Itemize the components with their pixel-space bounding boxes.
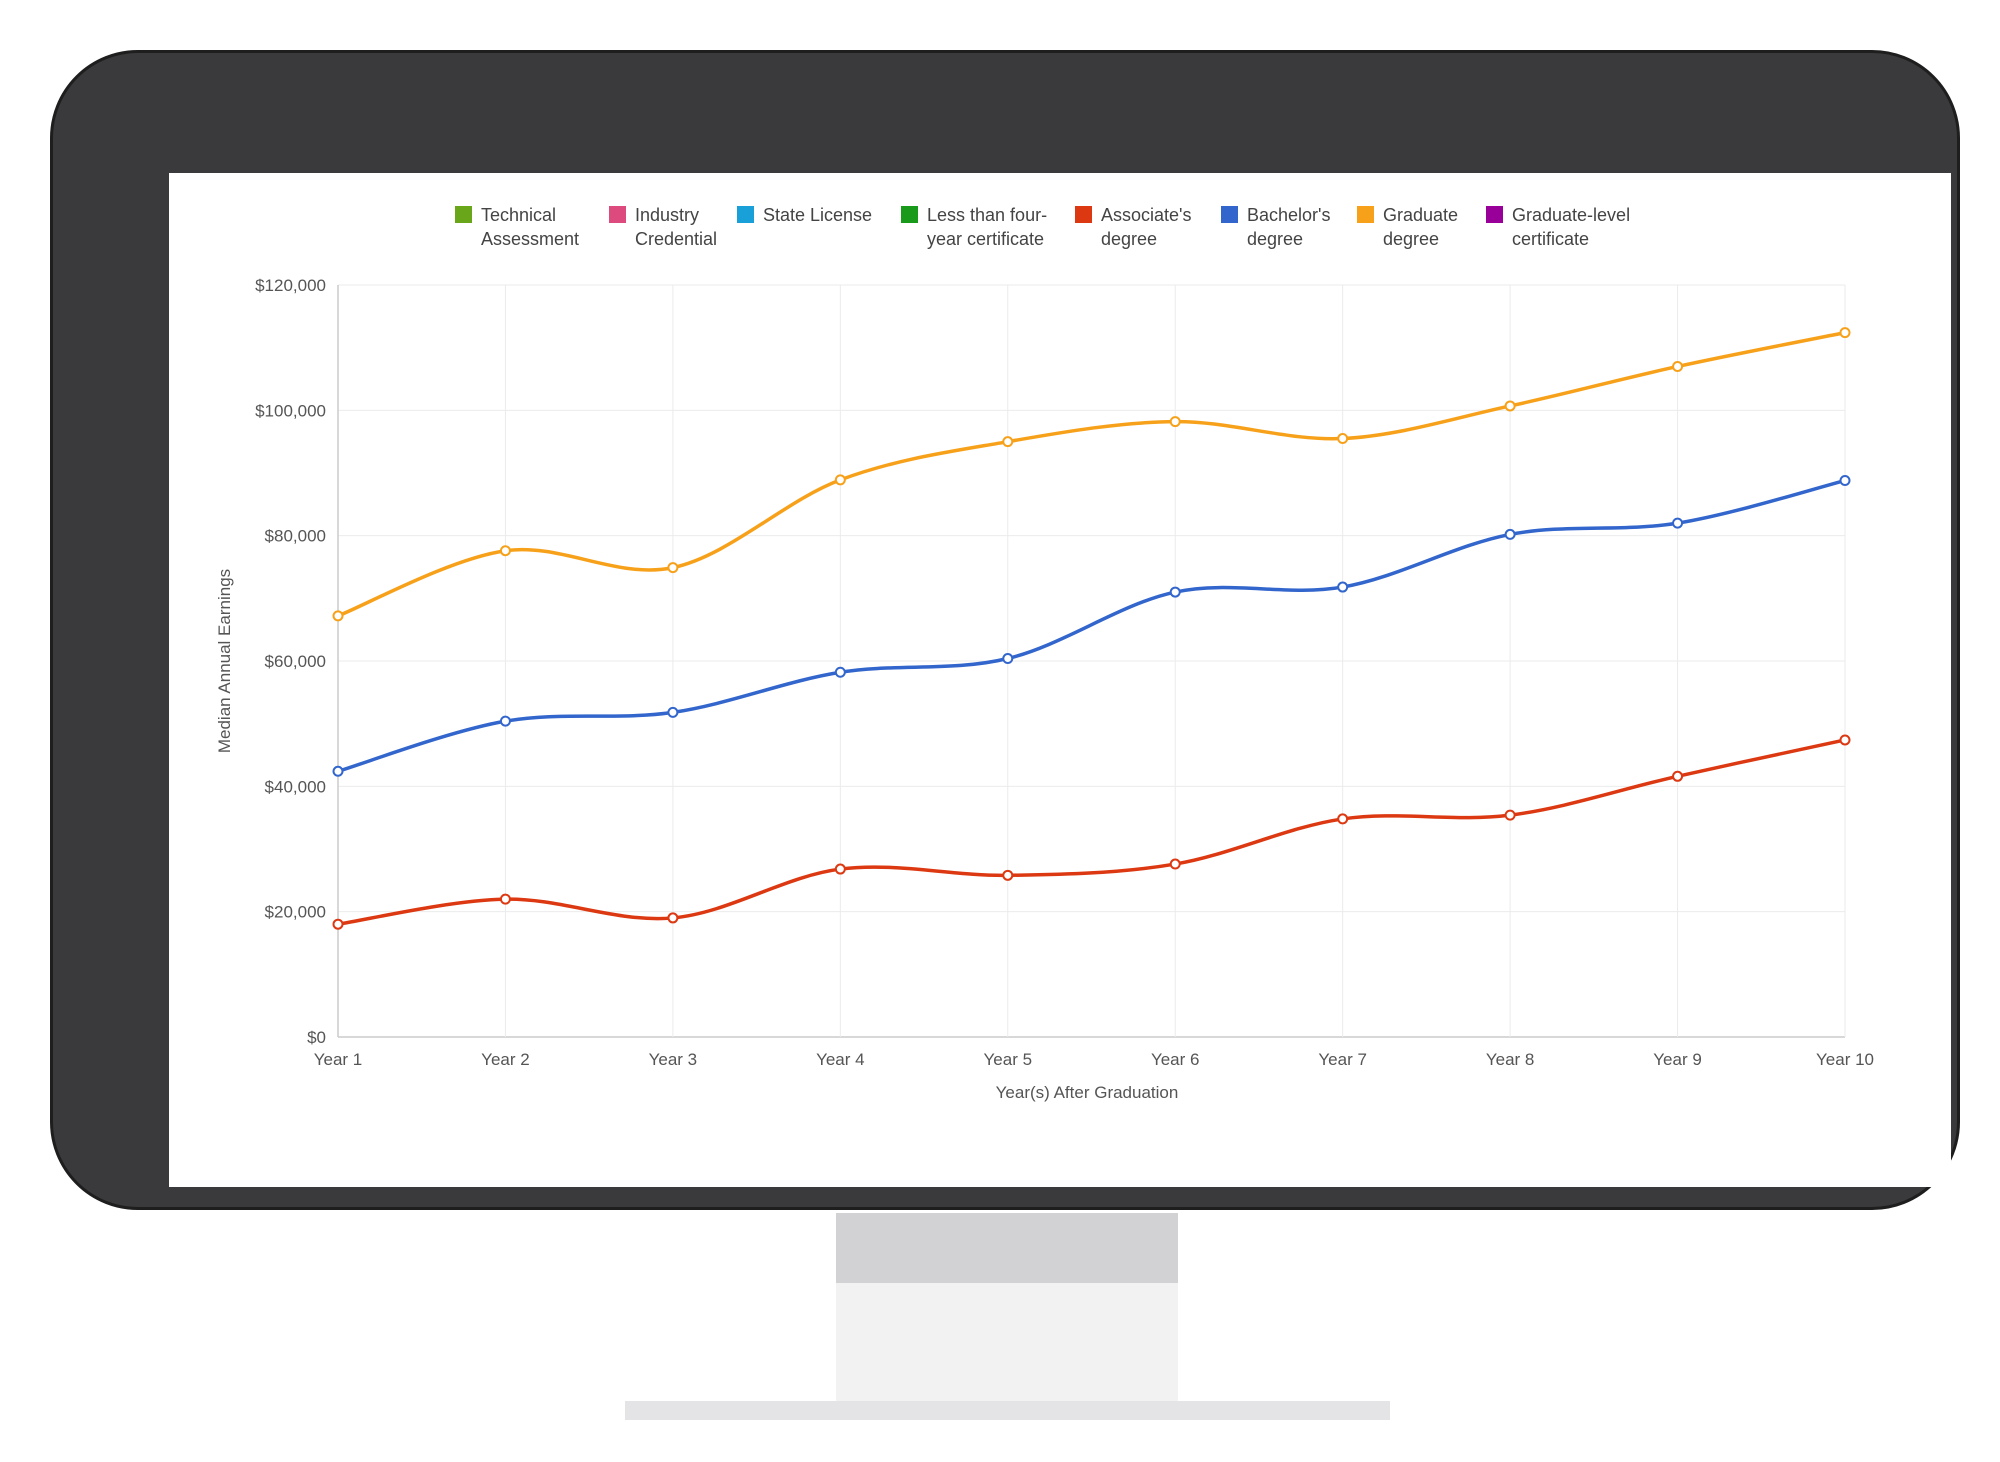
legend-swatch: [1221, 206, 1238, 223]
x-tick-label: Year 8: [1486, 1050, 1535, 1069]
data-point[interactable]: [1169, 586, 1181, 598]
legend-swatch: [1075, 206, 1092, 223]
series-graduate-degree: [332, 327, 1851, 622]
x-tick-label: Year 4: [816, 1050, 865, 1069]
legend-item[interactable]: Graduate-level certificate: [1486, 203, 1630, 251]
data-point[interactable]: [1672, 770, 1684, 782]
legend-label: Bachelor's degree: [1247, 205, 1331, 249]
x-tick-label: Year 1: [314, 1050, 363, 1069]
data-point[interactable]: [834, 666, 846, 678]
x-axis-title: Year(s) After Graduation: [996, 1083, 1179, 1102]
data-point[interactable]: [1839, 327, 1851, 339]
data-point[interactable]: [834, 474, 846, 486]
data-point[interactable]: [834, 863, 846, 875]
y-tick-label: $20,000: [265, 903, 326, 922]
data-point[interactable]: [1002, 436, 1014, 448]
data-point[interactable]: [1002, 869, 1014, 881]
series-bachelor-s-degree: [332, 475, 1851, 777]
chart-axes: $0 $20,000 $40,000 $60,000 $80,000 $100,000 $1…: [255, 276, 1874, 1069]
data-point[interactable]: [1337, 813, 1349, 825]
x-tick-label: Year 9: [1653, 1050, 1702, 1069]
data-point[interactable]: [1672, 360, 1684, 372]
x-tick-label: Year 3: [649, 1050, 698, 1069]
legend-swatch: [1357, 206, 1374, 223]
x-tick-label: Year 2: [481, 1050, 530, 1069]
legend-swatch: [737, 206, 754, 223]
legend-label: Less than four- year certificate: [927, 205, 1048, 249]
x-tick-label: Year 5: [984, 1050, 1033, 1069]
data-point[interactable]: [667, 706, 679, 718]
legend-item[interactable]: Bachelor's degree: [1221, 203, 1330, 251]
data-point[interactable]: [1672, 517, 1684, 529]
legend-label: Technical Assessment: [481, 205, 580, 249]
data-point[interactable]: [667, 562, 679, 574]
legend-label: State License: [763, 205, 873, 225]
monitor-stand-base: [625, 1401, 1390, 1420]
legend-item[interactable]: Industry Credential: [609, 203, 717, 251]
legend-item[interactable]: State License: [737, 203, 872, 227]
legend-swatch: [901, 206, 918, 223]
chart-gridlines: [337, 284, 1846, 1038]
data-point[interactable]: [1002, 652, 1014, 664]
data-point[interactable]: [1504, 809, 1516, 821]
chart-legend: Technical Assessment Industry Credential S…: [169, 203, 1951, 263]
monitor-stand-neck-lower: [836, 1283, 1178, 1401]
monitor-screen: Technical Assessment Industry Credential S…: [169, 173, 1951, 1187]
legend-item[interactable]: Less than four- year certificate: [901, 203, 1047, 251]
x-tick-label: Year 10: [1816, 1050, 1874, 1069]
legend-label: Associate's degree: [1101, 205, 1192, 249]
data-point[interactable]: [667, 912, 679, 924]
data-point[interactable]: [1504, 400, 1516, 412]
y-tick-label: $100,000: [255, 401, 326, 420]
series-line: [336, 478, 1847, 774]
legend-label: Graduate degree: [1383, 205, 1459, 249]
y-axis-title: Median Annual Earnings: [215, 569, 234, 753]
legend-swatch: [1486, 206, 1503, 223]
x-tick-label: Year 6: [1151, 1050, 1200, 1069]
legend-label: Industry Credential: [635, 205, 718, 249]
series-line: [336, 738, 1847, 926]
data-point[interactable]: [499, 893, 511, 905]
data-point[interactable]: [1839, 734, 1851, 746]
data-point[interactable]: [1169, 416, 1181, 428]
data-point[interactable]: [1337, 433, 1349, 445]
data-point[interactable]: [1337, 581, 1349, 593]
monitor-stand-neck: [836, 1213, 1178, 1283]
legend-label: Graduate-level certificate: [1512, 205, 1631, 249]
earnings-line-chart: $0 $20,000 $40,000 $60,000 $80,000 $100,000 $1…: [215, 276, 1874, 1102]
data-point[interactable]: [332, 918, 344, 930]
data-point[interactable]: [1504, 528, 1516, 540]
series-associate-s-degree: [332, 734, 1851, 930]
legend-item[interactable]: Associate's degree: [1075, 203, 1191, 251]
data-point[interactable]: [1169, 858, 1181, 870]
data-point[interactable]: [332, 610, 344, 622]
chart-series: [332, 327, 1851, 930]
data-point[interactable]: [1839, 475, 1851, 487]
y-tick-label: $120,000: [255, 276, 326, 295]
y-tick-label: $0: [307, 1028, 326, 1047]
legend-swatch: [455, 206, 472, 223]
y-tick-label: $80,000: [265, 527, 326, 546]
y-tick-label: $60,000: [265, 652, 326, 671]
data-point[interactable]: [499, 545, 511, 557]
y-tick-label: $40,000: [265, 777, 326, 796]
data-point[interactable]: [332, 765, 344, 777]
series-line: [336, 330, 1847, 618]
legend-item[interactable]: Graduate degree: [1357, 203, 1458, 251]
data-point[interactable]: [499, 715, 511, 727]
legend-item[interactable]: Technical Assessment: [455, 203, 579, 251]
x-tick-label: Year 7: [1318, 1050, 1367, 1069]
legend-swatch: [609, 206, 626, 223]
monitor-bezel: Technical Assessment Industry Credential S…: [50, 50, 1960, 1210]
